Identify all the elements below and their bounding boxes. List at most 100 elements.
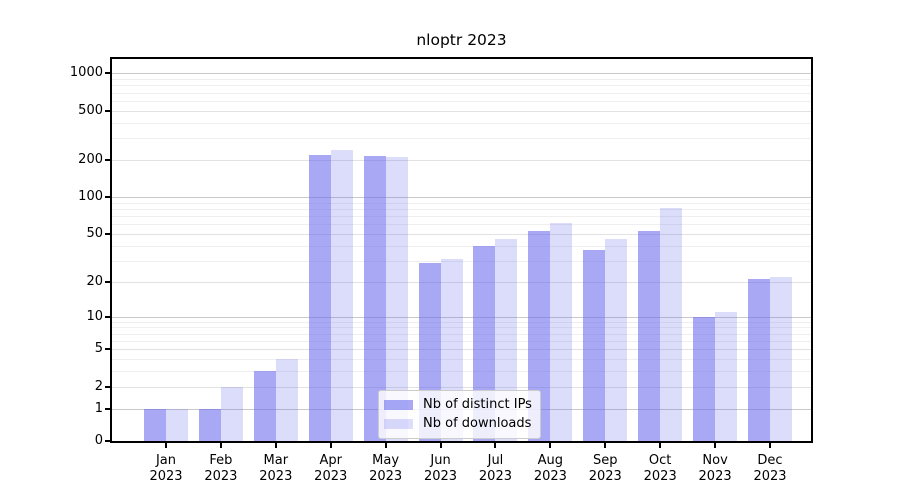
x-tick-label: Nov 2023: [698, 453, 732, 484]
bar-downloads-jan-2023: [166, 408, 188, 441]
gridline-3: [112, 371, 811, 373]
bar-distinct-ips-sep-2023: [583, 249, 606, 441]
y-tick: [105, 407, 111, 410]
x-tick: [384, 442, 387, 448]
gridline-60: [112, 224, 811, 226]
gridline-700: [112, 92, 811, 94]
x-tick: [604, 442, 607, 448]
x-tick: [274, 442, 277, 448]
gridline-200: [112, 159, 811, 161]
x-tick-label: May 2023: [369, 453, 403, 484]
chart-title: nloptr 2023: [416, 31, 507, 49]
gridline-80: [112, 208, 811, 210]
x-tick: [329, 442, 332, 448]
gridline-1000: [112, 73, 811, 75]
x-tick: [768, 442, 771, 448]
x-tick-label: Jan 2023: [149, 453, 183, 484]
y-tick: [105, 72, 111, 75]
bar-distinct-ips-apr-2023: [308, 154, 331, 441]
bar-downloads-feb-2023: [220, 386, 243, 441]
bar-distinct-ips-aug-2023: [528, 230, 551, 441]
bar-downloads-may-2023: [385, 156, 408, 441]
legend-swatch-distinct-ips-icon: [384, 400, 413, 410]
legend-label-distinct-ips: Nb of distinct IPs: [423, 397, 532, 412]
y-tick-label: 200: [78, 151, 103, 167]
bar-distinct-ips-dec-2023: [747, 279, 770, 441]
gridline-5: [112, 349, 811, 351]
legend-swatch-downloads-icon: [384, 419, 413, 429]
x-tick-label: Feb 2023: [204, 453, 238, 484]
gridline-90: [112, 202, 811, 204]
gridline-600: [112, 100, 811, 102]
y-tick: [105, 232, 111, 235]
y-tick-label: 50: [86, 225, 103, 241]
x-tick: [219, 442, 222, 448]
y-tick: [105, 158, 111, 161]
y-tick-label: 10: [86, 308, 103, 324]
y-tick: [105, 196, 111, 199]
x-tick: [439, 442, 442, 448]
x-tick: [714, 442, 717, 448]
bar-distinct-ips-jan-2023: [144, 408, 166, 441]
gridline-900: [112, 79, 811, 81]
plot-area: [112, 59, 811, 441]
x-tick: [549, 442, 552, 448]
bar-downloads-aug-2023: [550, 223, 573, 441]
y-tick-label: 1000: [69, 65, 103, 81]
bar-distinct-ips-nov-2023: [693, 316, 716, 441]
gridline-40: [112, 245, 811, 247]
y-tick-label: 100: [78, 189, 103, 205]
y-tick-label: 500: [78, 102, 103, 118]
x-tick-label: Mar 2023: [259, 453, 293, 484]
bar-downloads-apr-2023: [330, 150, 353, 441]
gridline-7: [112, 333, 811, 335]
gridline-70: [112, 216, 811, 218]
x-tick-label: Apr 2023: [314, 453, 348, 484]
y-tick-label: 2: [94, 378, 103, 394]
x-tick-label: Dec 2023: [753, 453, 787, 484]
gridline-100: [112, 197, 811, 199]
x-tick-label: Aug 2023: [533, 453, 567, 484]
y-tick-label: 5: [94, 341, 103, 357]
bar-downloads-dec-2023: [769, 276, 792, 441]
gridline-20: [112, 281, 811, 283]
gridline-4: [112, 359, 811, 361]
y-tick: [105, 440, 111, 442]
legend-item-downloads: Nb of downloads: [384, 416, 533, 432]
x-tick: [659, 442, 662, 448]
y-tick-label: 20: [86, 273, 103, 289]
bar-downloads-sep-2023: [605, 239, 628, 441]
x-tick-label: Sep 2023: [588, 453, 622, 484]
gridline-2: [112, 386, 811, 388]
x-tick: [165, 442, 167, 448]
legend-label-downloads: Nb of downloads: [423, 416, 532, 431]
bar-downloads-oct-2023: [660, 208, 683, 441]
x-tick: [494, 442, 497, 448]
y-tick: [105, 109, 111, 112]
bar-downloads-nov-2023: [715, 311, 738, 441]
gridline-300: [112, 138, 811, 140]
y-tick: [105, 315, 111, 318]
bar-downloads-mar-2023: [275, 359, 298, 441]
x-tick-label: Jun 2023: [423, 453, 458, 484]
gridline-10: [112, 316, 811, 318]
x-tick-label: Jul 2023: [478, 453, 512, 484]
y-tick-label: 0: [94, 433, 103, 448]
y-tick: [105, 280, 111, 283]
gridline-50: [112, 233, 811, 235]
x-tick-label: Oct 2023: [643, 453, 677, 484]
gridline-400: [112, 122, 811, 124]
legend: Nb of distinct IPs Nb of downloads: [378, 390, 541, 439]
y-tick: [105, 385, 111, 388]
gridline-800: [112, 85, 811, 87]
bar-distinct-ips-may-2023: [363, 156, 386, 441]
y-tick: [105, 348, 111, 351]
bar-distinct-ips-oct-2023: [638, 230, 661, 441]
legend-item-distinct-ips: Nb of distinct IPs: [384, 397, 533, 413]
gridline-500: [112, 110, 811, 112]
bar-distinct-ips-mar-2023: [253, 371, 276, 441]
gridline-8: [112, 327, 811, 329]
y-tick-label: 1: [94, 400, 103, 416]
gridline-30: [112, 260, 811, 262]
